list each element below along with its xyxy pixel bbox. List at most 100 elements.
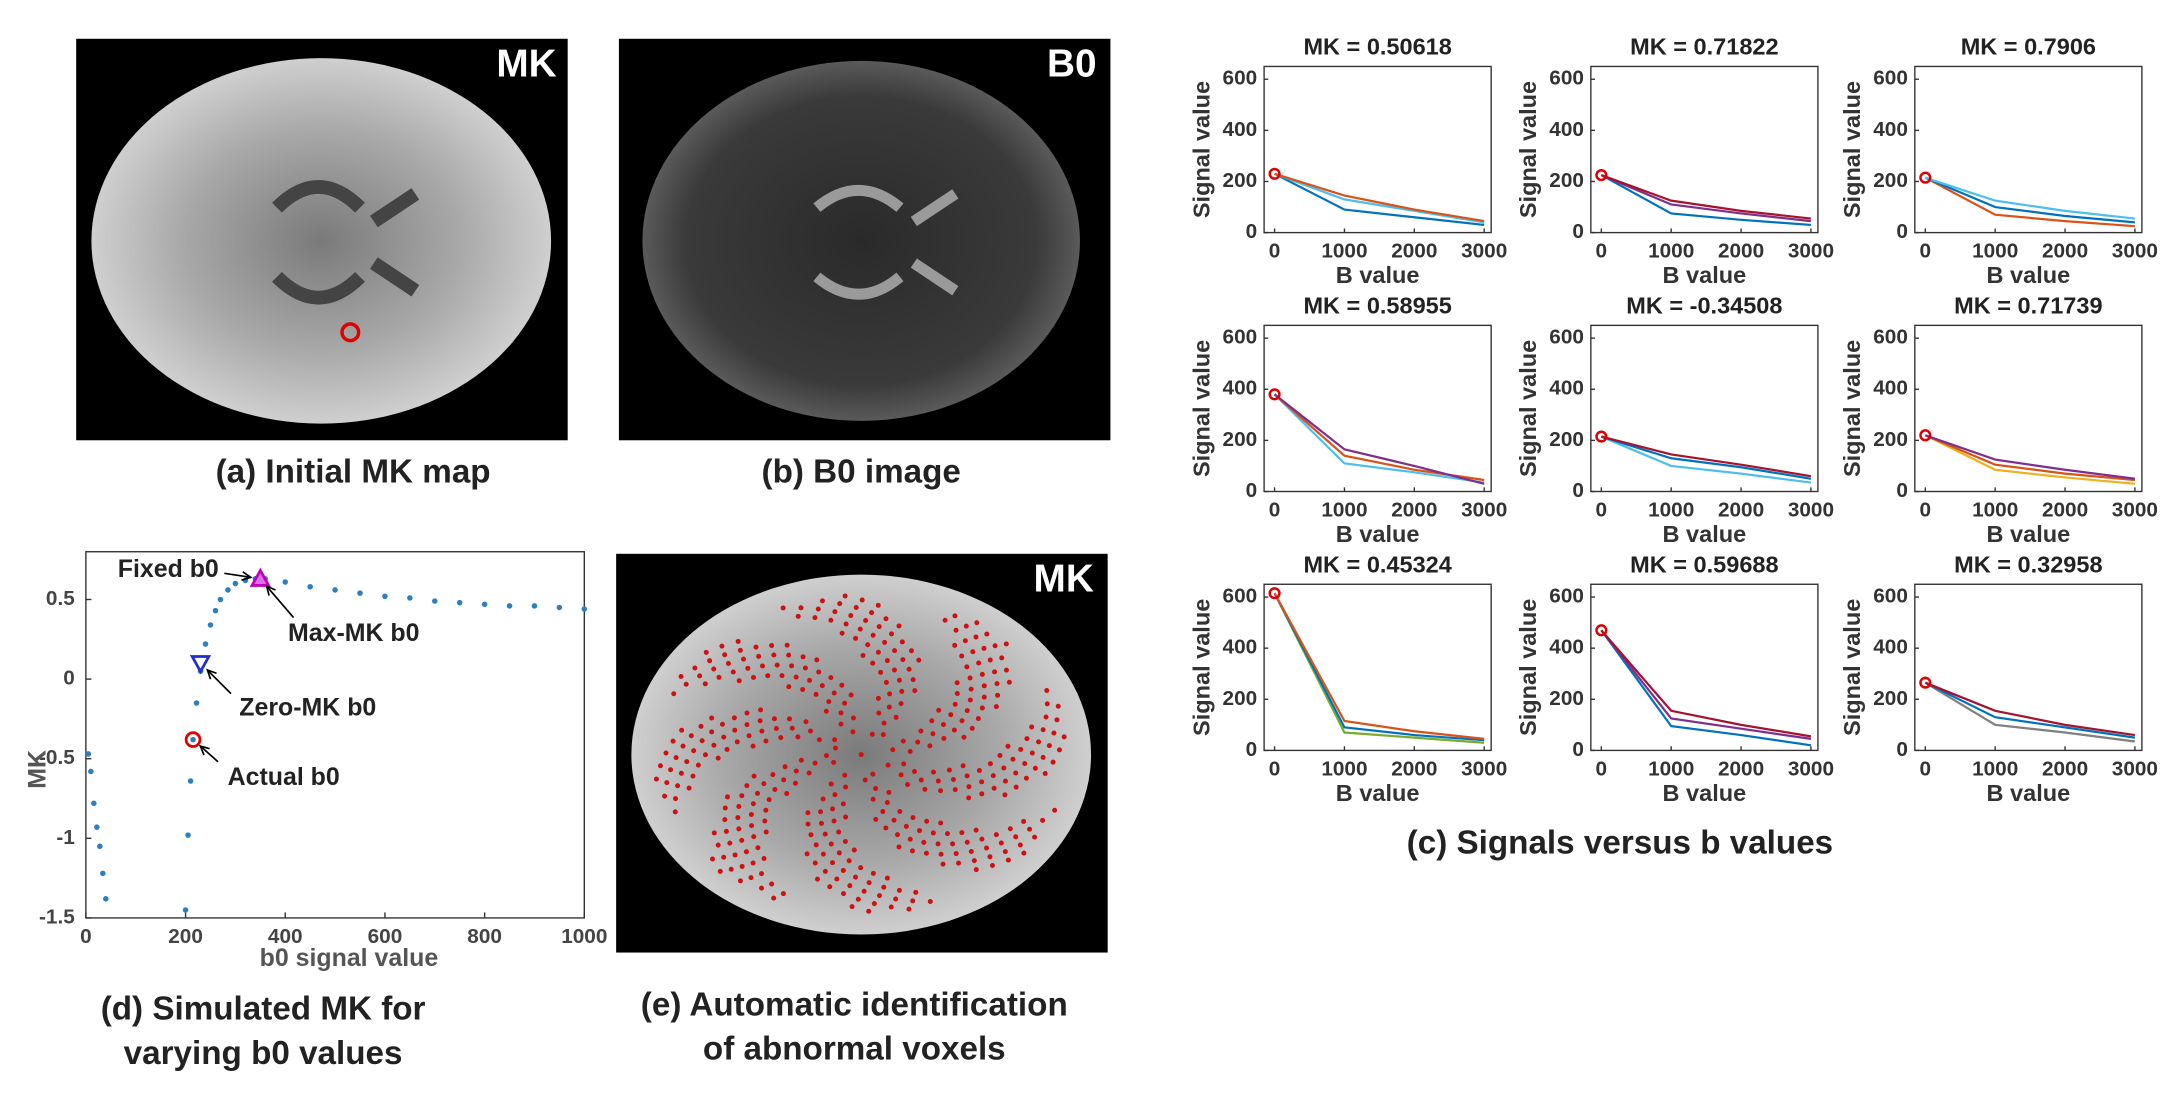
x-tick-label: 3000	[2112, 757, 2158, 780]
x-axis-label: B value	[1663, 262, 1747, 288]
series-line	[1924, 681, 2136, 743]
data-point	[382, 593, 388, 600]
voxel-dot	[789, 663, 795, 669]
voxel-dot	[979, 791, 985, 797]
y-tick-label: 600	[1549, 326, 1584, 349]
voxel-dot	[741, 656, 747, 662]
voxel-dot	[653, 776, 659, 782]
voxel-dot	[695, 762, 701, 768]
voxel-dot	[765, 673, 771, 679]
plot-frame	[1263, 583, 1492, 752]
voxel-dot	[670, 738, 676, 744]
voxel-dot	[830, 806, 836, 812]
x-tick-label: 3000	[1788, 757, 1834, 780]
x-axis-label: B value	[1663, 780, 1747, 806]
voxel-dot	[749, 823, 755, 829]
voxel-dot	[800, 654, 806, 660]
voxel-dot	[782, 764, 788, 770]
x-tick-label: 2000	[1718, 498, 1764, 521]
voxel-dot	[881, 720, 887, 726]
x-axis-label: B value	[1987, 262, 2071, 288]
voxel-dot	[950, 841, 956, 847]
x-tick-label: 0	[1596, 498, 1608, 521]
voxel-dot	[786, 716, 792, 722]
voxel-dot	[883, 616, 889, 622]
x-axis-label: B value	[1336, 262, 1420, 288]
voxel-dot	[875, 602, 881, 608]
voxel-dot	[772, 786, 778, 792]
voxel-dot	[735, 638, 741, 644]
voxel-dot	[759, 885, 765, 891]
voxel-dot	[993, 832, 999, 838]
voxel-dot	[974, 620, 980, 626]
voxel-dot	[952, 642, 958, 648]
voxel-dot	[889, 631, 895, 637]
voxel-dot	[1029, 750, 1035, 756]
caption: (d) Simulated MK for	[101, 990, 426, 1027]
voxel-dot	[1018, 746, 1024, 752]
voxel-dot	[774, 662, 780, 668]
voxel-dot	[763, 829, 769, 835]
voxel-dot	[967, 697, 973, 703]
x-tick-label: 2000	[1391, 239, 1437, 262]
voxel-dot	[866, 880, 872, 886]
y-tick-label: 600	[1549, 67, 1584, 90]
brain	[91, 58, 552, 424]
voxel-marker	[340, 322, 361, 343]
voxel-dot	[819, 598, 825, 604]
image-label: MK	[1034, 558, 1094, 601]
voxel-dot	[662, 793, 668, 799]
chart-title: MK = 0.45324	[1303, 551, 1451, 577]
voxel-dot	[715, 842, 721, 848]
voxel-dot	[723, 828, 729, 834]
y-axis-label: Signal value	[1188, 81, 1214, 218]
voxel-dot	[843, 621, 849, 627]
voxel-dot	[979, 836, 985, 842]
voxel-dot	[968, 686, 974, 692]
y-tick-label: 0	[1572, 220, 1584, 243]
data-point	[581, 606, 588, 612]
y-tick-label: 600	[1873, 585, 1908, 608]
y-tick-label: 600	[1223, 585, 1258, 608]
x-axis-label: B value	[1336, 521, 1420, 547]
x-tick-label: 200	[168, 925, 203, 948]
voxel-dot	[900, 657, 906, 663]
voxel-dot	[1032, 834, 1038, 840]
voxel-dot	[966, 795, 972, 801]
voxel-dot	[688, 733, 694, 739]
voxel-dot	[927, 743, 933, 749]
voxel-dot	[924, 818, 930, 824]
voxel-dot	[1005, 743, 1011, 749]
voxel-dot	[930, 769, 936, 775]
voxel-dot	[727, 840, 733, 846]
voxel-dot	[762, 818, 768, 824]
y-tick-label: 200	[1549, 687, 1584, 710]
voxel-dot	[979, 779, 985, 785]
voxel-dot	[906, 666, 912, 672]
voxel-dot	[698, 723, 704, 729]
y-tick-label: 400	[1549, 377, 1584, 400]
voxel-dot	[806, 770, 812, 776]
voxel-dot	[736, 826, 742, 832]
voxel-dot	[993, 704, 999, 710]
voxel-dot	[875, 695, 881, 701]
voxel-dot	[724, 746, 730, 752]
data-point	[85, 751, 92, 757]
data-point	[185, 832, 191, 838]
y-axis-label: Signal value	[1515, 599, 1541, 736]
data-point	[456, 599, 463, 606]
voxel-dot	[818, 809, 823, 815]
voxel-dot	[725, 660, 731, 666]
y-tick-label: 400	[1873, 636, 1908, 659]
voxel-dot	[964, 773, 970, 779]
x-tick-label: 0	[1269, 239, 1281, 262]
voxel-dot	[736, 803, 742, 809]
arrow-head	[198, 744, 210, 756]
voxel-dot	[830, 860, 836, 866]
image-label: MK	[496, 43, 556, 86]
voxel-dot	[963, 623, 969, 629]
voxel-dot	[907, 836, 913, 842]
voxel-dot	[780, 891, 786, 897]
voxel-dot	[1021, 818, 1027, 824]
voxel-dot	[756, 653, 762, 659]
